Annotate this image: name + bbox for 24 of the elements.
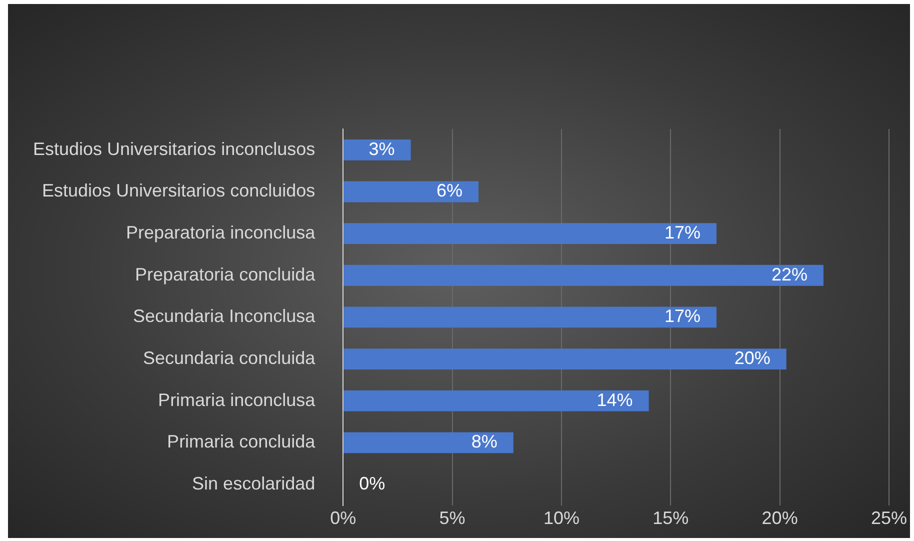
x-tick-label: 10% xyxy=(543,508,580,528)
y-tick-label: Estudios Universitarios concluidos xyxy=(42,180,316,201)
data-label: 17% xyxy=(664,222,700,243)
x-tick-label: 20% xyxy=(762,508,798,528)
y-tick-label: Primaria concluida xyxy=(167,432,316,452)
x-tick-label: 5% xyxy=(439,508,466,528)
data-label: 14% xyxy=(596,390,633,410)
y-tick-label: Sin escolaridad xyxy=(192,473,316,494)
data-label: 22% xyxy=(771,264,808,284)
data-label: 17% xyxy=(664,306,700,326)
data-label: 8% xyxy=(471,432,498,452)
data-label: 3% xyxy=(368,138,395,159)
data-label: 0% xyxy=(359,473,386,494)
x-tick-label: 15% xyxy=(652,508,689,528)
y-tick-label: Secundaria concluida xyxy=(142,348,316,368)
y-tick-label: Primaria inconclusa xyxy=(158,390,316,410)
y-tick-label: Preparatoria concluida xyxy=(135,264,316,284)
data-label: 6% xyxy=(436,180,462,201)
x-tick-label: 25% xyxy=(870,508,907,528)
y-tick-label: Preparatoria inconclusa xyxy=(126,222,316,243)
y-tick-label: Secundaria Inconclusa xyxy=(132,306,316,326)
y-tick-label: Estudios Universitarios inconclusos xyxy=(32,138,316,159)
x-tick-label: 0% xyxy=(330,508,356,528)
data-label: 20% xyxy=(734,348,770,368)
